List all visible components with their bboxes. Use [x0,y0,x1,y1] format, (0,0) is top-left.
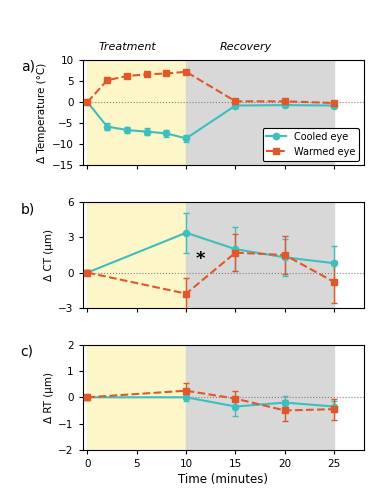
X-axis label: Time (minutes): Time (minutes) [178,473,268,486]
Legend: Cooled eye, Warmed eye: Cooled eye, Warmed eye [262,128,359,160]
Bar [87,60,186,166]
Y-axis label: Δ Temperature (°C): Δ Temperature (°C) [37,62,47,163]
Bar [186,202,334,308]
Text: a): a) [21,60,34,74]
Text: b): b) [21,202,35,216]
Text: *: * [196,250,206,268]
Y-axis label: Δ CT (μm): Δ CT (μm) [44,229,54,281]
Bar [87,202,186,308]
Y-axis label: Δ RT (μm): Δ RT (μm) [44,372,54,423]
Bar [186,60,334,166]
Text: Recovery: Recovery [219,42,272,51]
Text: Treatment: Treatment [99,42,156,51]
Text: c): c) [21,344,34,358]
Bar [186,344,334,450]
Bar [87,344,186,450]
